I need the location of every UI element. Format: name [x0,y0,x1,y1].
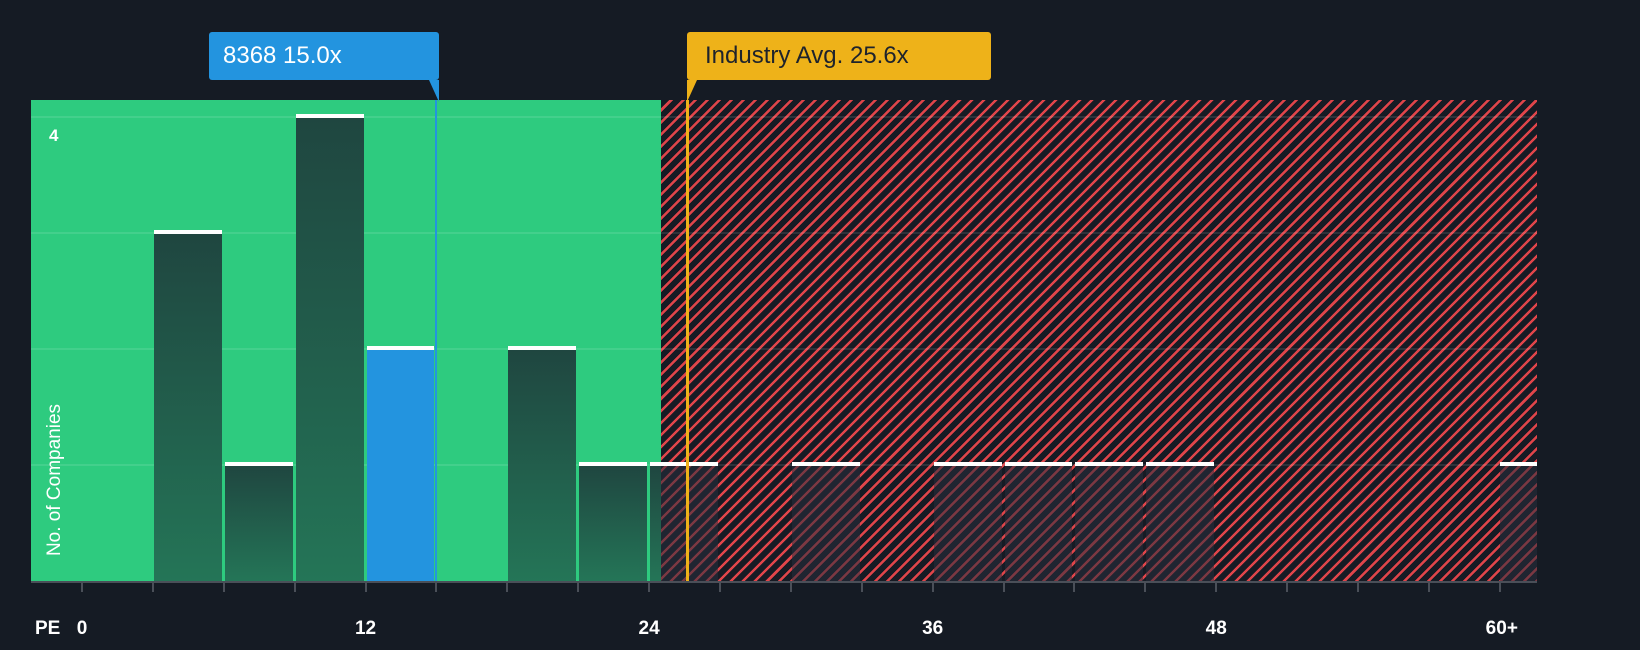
histogram-bar [508,346,577,581]
industry-avg-callout: Industry Avg. 25.6x [687,32,991,102]
bar-cap [1146,462,1215,466]
histogram-bar [1499,462,1537,581]
bar-cap [508,346,577,350]
histogram-bar [579,462,648,581]
x-tick-label: 36 [922,618,944,639]
x-tick-mark [648,583,651,592]
bar-cap [224,462,293,466]
bar-cap [153,230,222,234]
y-tick-label: 4 [49,126,59,145]
histogram-bar [366,346,435,581]
x-tick-label: 24 [638,618,660,639]
bar-cap [579,462,648,466]
histogram-bar [650,462,718,581]
histogram-bar [791,462,860,581]
x-tick-mark [789,583,792,592]
bar-cap [295,114,364,118]
histogram-bar [153,230,222,581]
x-tick-mark [1002,583,1005,592]
x-tick-mark [81,583,83,592]
industry-callout-pointer [687,80,697,102]
x-tick-mark [1357,583,1360,592]
bar-cap [933,462,1002,466]
x-axis-line [31,581,1537,583]
gridline [31,116,1537,118]
histogram-bar [224,462,293,581]
company-pe-line [435,100,438,581]
x-tick-mark [1073,583,1076,592]
x-tick-label: 0 [76,618,88,639]
plot-area [31,100,1537,581]
x-tick-mark [151,583,154,592]
x-tick-mark [222,583,225,592]
x-tick-mark [860,583,863,592]
industry-avg-callout-text: Industry Avg. 25.6x [705,42,909,69]
x-tick-mark [1427,583,1430,592]
bar-cap [1075,462,1144,466]
y-axis-label: No. of Companies [44,403,65,557]
x-tick-label: 12 [354,618,377,639]
gridline [31,464,1537,466]
bar-cap [1004,462,1073,466]
company-pe-callout: 8368 15.0x [209,32,439,102]
x-tick-mark [719,583,721,592]
x-tick-mark [1286,583,1289,592]
x-tick-mark [1215,583,1218,592]
x-tick-mark [1144,583,1147,592]
x-tick-mark [364,583,367,592]
histogram-bar [1075,462,1144,581]
histogram-bar [295,114,364,581]
x-tick-mark [577,583,580,592]
x-tick-mark [435,583,438,592]
overvalued-zone [660,100,1537,581]
x-tick-mark [293,583,296,592]
gridline [31,348,1537,350]
x-axis-label: PE [35,618,61,639]
bar-cap [650,462,718,466]
histogram-bar [1146,462,1215,581]
bar-cap [1499,462,1537,466]
industry-avg-line [685,100,689,581]
x-tick-label: 48 [1205,618,1227,639]
x-tick-mark [506,583,509,592]
bar-cap [366,346,435,350]
x-tick-mark [931,583,934,592]
histogram-bar-green-part [650,466,661,581]
bar-cap [791,462,860,466]
company-pe-callout-text: 8368 15.0x [223,42,342,69]
gridline [31,232,1537,234]
company-callout-pointer [429,80,439,102]
histogram-bar [933,462,1002,581]
x-tick-mark [1498,583,1501,592]
histogram-bar [1004,462,1073,581]
x-tick-label: 60+ [1485,618,1518,639]
